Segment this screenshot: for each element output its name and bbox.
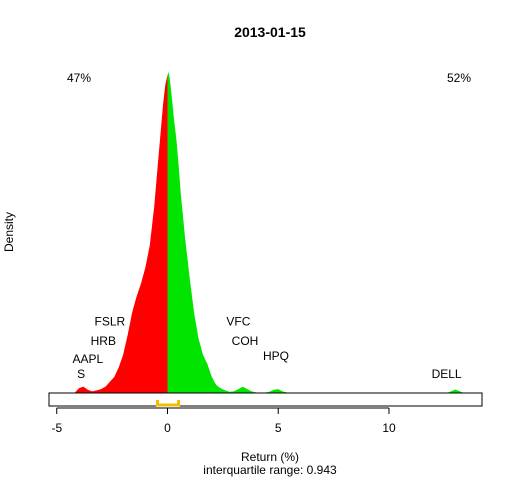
chart-title: 2013-01-15 xyxy=(234,24,306,40)
negative-return-area xyxy=(74,75,168,393)
x-tick-label: 0 xyxy=(164,421,171,435)
stock-label: VFC xyxy=(226,315,250,329)
stock-label: COH xyxy=(232,334,259,348)
x-tick-label: -5 xyxy=(51,421,62,435)
y-axis-label: Density xyxy=(2,212,16,252)
iqr-bracket xyxy=(156,400,181,407)
iqr-bracket-mark xyxy=(156,400,181,407)
positive-return-area xyxy=(167,72,478,393)
x-tick-label: 5 xyxy=(275,421,282,435)
iqr-subtitle: interquartile range: 0.943 xyxy=(203,463,337,477)
stock-label: HPQ xyxy=(263,349,289,363)
stock-label: HRB xyxy=(91,334,116,348)
x-axis-label: Return (%) xyxy=(241,450,299,464)
plot-frame xyxy=(48,392,483,407)
right-share-label: 52% xyxy=(447,71,471,85)
stock-label: FSLR xyxy=(95,315,126,329)
stock-label: DELL xyxy=(432,367,462,381)
left-share-label: 47% xyxy=(67,71,91,85)
stock-label: AAPL xyxy=(72,352,103,366)
stock-label: S xyxy=(77,367,85,381)
x-tick-label: 10 xyxy=(382,421,396,435)
x-axis: -5 0 5 10 xyxy=(51,407,396,435)
